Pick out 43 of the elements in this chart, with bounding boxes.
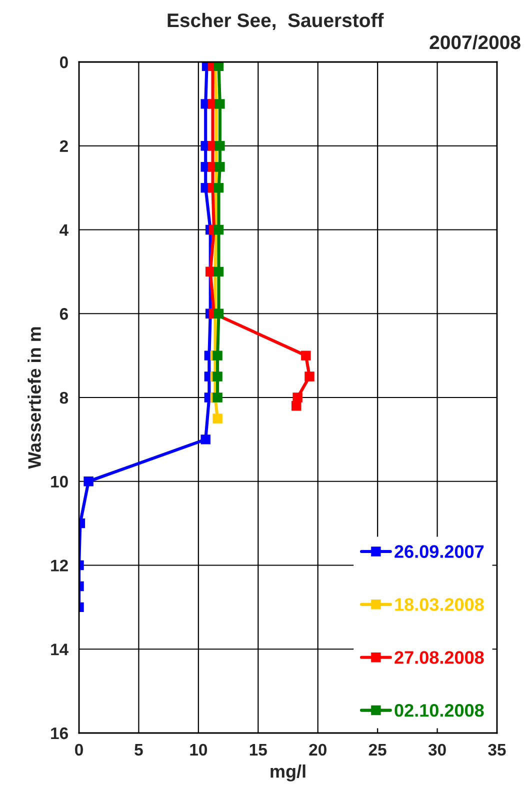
legend-label: 27.08.2008 — [394, 651, 484, 664]
y-tick-label: 14 — [51, 644, 68, 656]
point — [212, 414, 222, 424]
point — [214, 62, 224, 72]
x-axis-title: mg/l — [270, 764, 306, 782]
legend-label: 18.03.2008 — [395, 598, 484, 611]
point — [214, 182, 224, 193]
y-axis-title: Wassertiefe in m — [28, 327, 41, 469]
point — [212, 372, 222, 382]
point — [215, 141, 225, 151]
y-tick-label: 0 — [60, 56, 68, 68]
point — [214, 224, 224, 235]
point — [214, 308, 224, 318]
point — [292, 392, 302, 402]
point — [214, 266, 224, 277]
x-tick-label: 0 — [75, 744, 83, 756]
x-tick-label: 30 — [428, 744, 446, 756]
point — [301, 350, 311, 360]
chart-subtitle: 2007/2008 — [430, 34, 520, 50]
y-tick-label: 6 — [60, 308, 68, 320]
chart-title: Escher See, Sauerstoff — [168, 12, 384, 30]
x-tick-label: 35 — [488, 744, 506, 756]
legend-label: 02.10.2008 — [394, 704, 484, 717]
x-tick-label: 25 — [368, 744, 386, 756]
point — [215, 162, 225, 172]
point — [84, 476, 94, 486]
point — [212, 350, 222, 360]
y-tick-label: 10 — [51, 476, 68, 488]
point — [212, 392, 222, 402]
x-tick-label: 15 — [250, 744, 267, 756]
y-tick-label: 4 — [60, 224, 68, 236]
y-tick-label: 12 — [51, 560, 68, 572]
point — [200, 434, 210, 444]
point — [292, 401, 302, 411]
x-tick-label: 5 — [134, 744, 143, 756]
x-tick-label: 20 — [309, 744, 326, 756]
y-tick-label: 2 — [60, 140, 68, 152]
legend-label: 26.09.2007 — [394, 545, 484, 558]
x-tick-label: 10 — [190, 744, 208, 756]
y-tick-label: 16 — [51, 727, 68, 740]
y-tick-label: 8 — [60, 392, 68, 404]
point — [304, 372, 314, 382]
point — [215, 99, 225, 109]
